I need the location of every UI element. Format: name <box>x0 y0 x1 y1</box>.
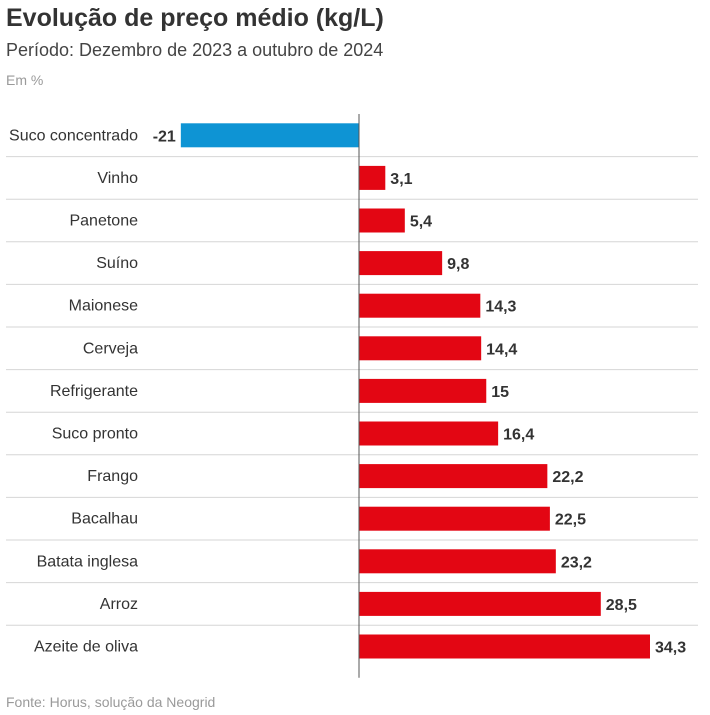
value-label: 14,4 <box>486 341 517 358</box>
value-label: 16,4 <box>503 427 534 444</box>
value-label: 5,4 <box>410 214 432 231</box>
chart-subtitle: Período: Dezembro de 2023 a outubro de 2… <box>6 40 384 60</box>
category-label: Vinho <box>97 170 138 187</box>
value-label: 22,5 <box>555 512 586 529</box>
category-label: Panetone <box>69 213 138 230</box>
bar <box>180 123 359 148</box>
category-label: Suíno <box>96 255 138 272</box>
unit-label: Em % <box>6 72 44 88</box>
value-label: 28,5 <box>606 597 637 614</box>
value-label: 22,2 <box>552 469 583 486</box>
bar <box>359 378 487 403</box>
value-label: -21 <box>153 128 176 145</box>
bar <box>359 208 405 233</box>
value-label: 34,3 <box>655 640 686 657</box>
category-label: Maionese <box>69 298 138 315</box>
bar <box>359 165 386 190</box>
source-note: Fonte: Horus, solução da Neogrid <box>6 694 216 710</box>
category-label: Frango <box>87 468 138 485</box>
value-label: 15 <box>491 384 509 401</box>
category-label: Suco concentrado <box>9 127 138 144</box>
value-label: 14,3 <box>485 299 516 316</box>
bar <box>359 506 550 531</box>
category-label: Arroz <box>100 596 138 613</box>
bar <box>359 293 481 318</box>
bar <box>359 591 601 616</box>
bar <box>359 634 650 659</box>
category-label: Batata inglesa <box>37 553 139 570</box>
bar-chart: Suco concentrado -21 Vinho 3,1 Panetone 5,4 Su… <box>6 114 698 678</box>
category-label: Azeite de oliva <box>34 639 138 656</box>
bar <box>359 421 499 446</box>
bar <box>359 251 443 276</box>
chart-title: Evolução de preço médio (kg/L) <box>6 4 384 32</box>
value-label: 9,8 <box>447 256 469 273</box>
value-label: 3,1 <box>390 171 412 188</box>
bar <box>359 464 548 489</box>
category-label: Bacalhau <box>71 511 138 528</box>
value-label: 23,2 <box>561 554 592 571</box>
bar <box>359 336 482 361</box>
category-label: Suco pronto <box>52 426 138 443</box>
category-label: Cerveja <box>83 340 138 357</box>
bar <box>359 549 556 574</box>
category-label: Refrigerante <box>50 383 138 400</box>
